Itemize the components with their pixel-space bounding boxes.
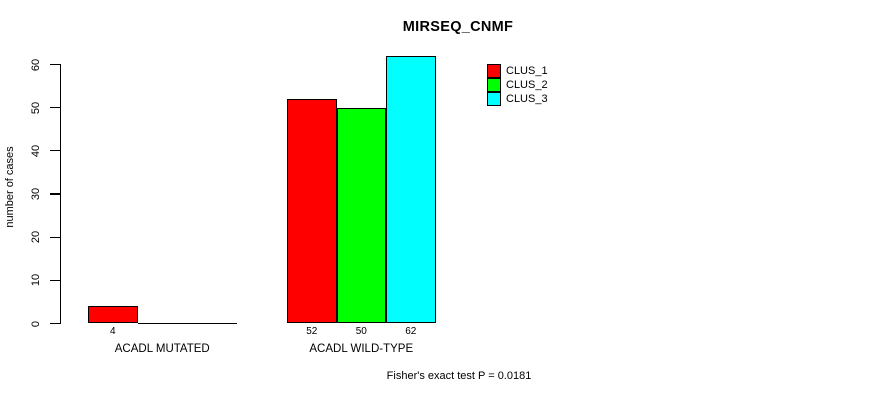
y-tick-mark [50,236,60,238]
y-tick-mark [50,279,60,281]
y-tick-mark [50,150,60,152]
legend-swatch-clus_1 [487,64,501,78]
y-tick-label: 20 [30,231,42,244]
legend-label: CLUS_3 [506,93,548,105]
y-axis-label: number of cases [4,146,16,228]
bar-value-label: 62 [405,326,417,337]
legend-swatch-clus_2 [487,78,501,92]
y-tick-mark [50,322,60,325]
annotation-fishers-test: Fisher's exact test P = 0.0181 [386,370,532,382]
y-tick-label: 10 [30,274,42,287]
category-label-2: ACADL WILD-TYPE [309,343,414,355]
legend-label: CLUS_2 [506,79,548,91]
y-tick-label: 60 [30,58,42,71]
y-tick-label: 30 [30,187,42,201]
legend: CLUS_1 CLUS_2 CLUS_3 [487,64,548,106]
legend-swatch-clus_3 [487,92,501,106]
legend-item-clus_2: CLUS_2 [487,78,548,92]
legend-item-clus_3: CLUS_3 [487,92,548,106]
bar-value-label: 52 [306,326,318,337]
y-tick-mark [50,107,60,109]
chart-title: MIRSEQ_CNMF [402,19,514,35]
bar-clus_3-2 [386,55,436,324]
y-tick-label: 50 [30,101,42,114]
bar-value-label: 50 [355,326,367,337]
y-axis-line [59,64,61,324]
bar-value-label: 4 [109,326,116,337]
bar-clus_1-2 [287,99,337,324]
legend-item-clus_1: CLUS_1 [487,64,548,78]
zero-bar-clus_3-1 [187,322,237,325]
legend-label: CLUS_1 [506,65,548,77]
bar-clus_1-1 [88,306,138,324]
y-tick-label: 0 [30,320,42,327]
y-tick-mark [50,193,60,195]
y-tick-mark [50,63,60,66]
bar-clus_2-2 [336,107,386,324]
zero-bar-clus_2-1 [137,322,187,325]
category-label-1: ACADL MUTATED [114,343,210,355]
y-tick-label: 40 [30,144,42,157]
